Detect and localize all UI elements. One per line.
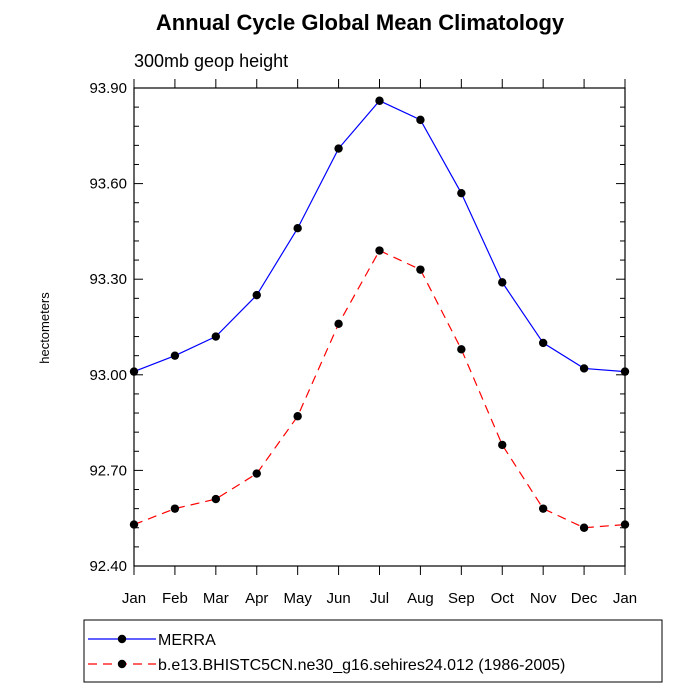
legend-label-1: MERRA (158, 632, 216, 649)
series-1-point (334, 144, 343, 153)
chart-title: Annual Cycle Global Mean Climatology (156, 10, 565, 35)
series-1-point (170, 351, 180, 360)
series-2-point (416, 265, 425, 274)
x-tick-label: Jul (370, 590, 389, 607)
series-2-point (129, 520, 139, 529)
x-tick-label: Sep (448, 590, 475, 607)
chart-subtitle: 300mb geop height (134, 51, 288, 71)
series-2-point (334, 319, 343, 329)
series-2-point (579, 523, 589, 532)
series-1-point (375, 96, 384, 105)
x-tick-label: Apr (245, 590, 268, 607)
y-tick-label: 93.60 (89, 176, 127, 193)
y-axis-label: hectometers (37, 292, 52, 364)
x-tick-label: May (283, 590, 312, 607)
series-1-point (620, 367, 630, 376)
x-tick-label: Jun (326, 590, 350, 607)
series-2-point (375, 246, 384, 255)
series-2-point (498, 440, 507, 450)
series-2-point (538, 504, 548, 513)
series-2-point (457, 345, 466, 354)
series-line-1 (133, 100, 626, 373)
x-tick-label: Jan (613, 590, 637, 607)
plot-area: 92.40 92.70 93.00 93.30 93.60 93.90 Jan Feb Mar A… (89, 79, 637, 607)
series-1-point (293, 224, 302, 233)
x-tick-label: Mar (203, 590, 229, 607)
series-1-point (252, 290, 261, 300)
plot-frame (133, 87, 626, 567)
legend-marker-1 (117, 634, 127, 644)
x-tick-label: Nov (530, 590, 557, 607)
series-1-point (579, 364, 589, 373)
series-1-point (457, 188, 466, 198)
y-tick-label: 92.70 (89, 462, 127, 479)
x-tick-label: Feb (162, 590, 188, 607)
series-2-point (211, 494, 221, 504)
y-tick-label: 93.00 (89, 367, 127, 384)
series-2-point (252, 469, 261, 478)
legend: MERRA b.e13.BHISTC5CN.ne30_g16.sehires24.… (83, 619, 663, 683)
legend-marker-2 (117, 659, 127, 669)
series-1-point (498, 278, 507, 287)
x-tick-label: Jan (122, 590, 146, 607)
series-1-point (129, 367, 139, 376)
x-tick-label: Aug (407, 590, 434, 607)
series-2-point (620, 520, 630, 529)
series-1-point (538, 338, 548, 348)
legend-label-2: b.e13.BHISTC5CN.ne30_g16.sehires24.012 (… (158, 657, 565, 674)
x-tick-label: Oct (491, 590, 515, 607)
y-tick-label: 93.90 (89, 80, 127, 97)
y-tick-label: 92.40 (89, 558, 127, 575)
series-2-point (170, 504, 180, 513)
x-tick-label: Dec (571, 590, 598, 607)
y-tick-label: 93.30 (89, 271, 127, 288)
series-2-point (293, 412, 302, 421)
series-1-point (416, 115, 425, 125)
legend-box (83, 619, 663, 683)
series-1-point (211, 332, 221, 341)
series-line-2 (133, 249, 626, 529)
